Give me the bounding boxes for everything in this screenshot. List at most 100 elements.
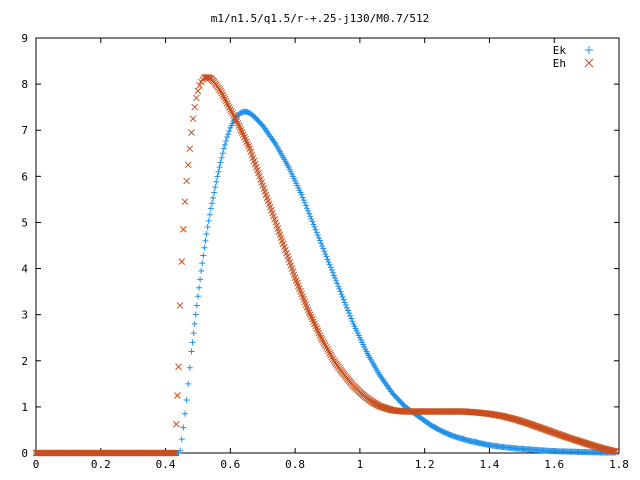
data-point <box>329 355 337 363</box>
data-point <box>228 108 235 115</box>
data-point <box>306 210 313 217</box>
data-point <box>540 425 547 433</box>
data-point <box>192 94 200 102</box>
data-point <box>544 427 552 434</box>
x-tick-label: 1.6 <box>544 458 564 471</box>
data-point <box>324 256 331 263</box>
data-point <box>323 343 330 351</box>
data-point <box>170 449 178 457</box>
data-point <box>222 97 230 105</box>
data-point <box>221 141 228 148</box>
data-point <box>171 449 179 457</box>
data-point <box>547 428 555 435</box>
data-point <box>526 420 533 428</box>
data-point <box>225 104 233 111</box>
data-point <box>181 410 188 417</box>
data-point <box>539 425 546 432</box>
data-point <box>221 95 229 103</box>
y-tick-label: 4 <box>21 263 28 276</box>
data-point <box>226 106 234 113</box>
data-point <box>329 269 336 276</box>
data-point <box>322 250 329 257</box>
data-point <box>314 232 321 239</box>
data-point <box>528 421 536 429</box>
y-tick-label: 0 <box>21 447 28 460</box>
data-point <box>186 364 193 371</box>
data-point <box>216 164 223 171</box>
x-tick-label: 0.4 <box>156 458 176 471</box>
data-point <box>310 221 317 228</box>
y-tick-label: 7 <box>21 124 28 137</box>
data-point <box>225 131 232 138</box>
legend-label-eh: Eh <box>553 57 566 70</box>
data-point <box>188 348 195 355</box>
y-tick-label: 1 <box>21 401 28 414</box>
data-point <box>223 137 230 144</box>
data-point <box>302 202 309 209</box>
axis-ticks: 0 0.2 0.4 0.6 0.8 1 1.2 1.4 1.6 1.8 0 1 2 3 4 5 6 7 8 9 <box>21 32 629 471</box>
data-point <box>230 111 237 119</box>
data-point <box>180 424 187 431</box>
data-point <box>546 427 553 435</box>
data-point <box>210 194 217 201</box>
x-tick-label: 1.4 <box>480 458 500 471</box>
x-tick-label: 1.2 <box>415 458 435 471</box>
data-point <box>317 334 325 342</box>
data-point <box>552 429 559 437</box>
chart-title: m1/n1.5/q1.5/r-+.25-j130/M0.7/512 <box>211 12 430 25</box>
data-point <box>560 432 567 440</box>
data-point <box>301 199 308 206</box>
data-point <box>556 431 564 439</box>
data-point <box>312 226 319 233</box>
data-point <box>208 200 215 207</box>
data-point <box>189 339 196 346</box>
data-point <box>543 426 551 434</box>
data-point <box>346 310 353 317</box>
data-point <box>549 428 557 436</box>
data-point <box>174 392 181 399</box>
data-point <box>198 267 205 274</box>
data-point <box>205 217 212 224</box>
data-point <box>204 224 211 231</box>
data-point <box>184 161 192 169</box>
data-point <box>214 173 221 180</box>
data-point <box>196 284 203 291</box>
data-point <box>529 421 537 429</box>
data-point <box>186 145 194 153</box>
data-point <box>325 259 332 266</box>
data-point <box>534 423 542 431</box>
data-point <box>330 272 337 279</box>
data-point <box>231 113 239 121</box>
data-point <box>307 213 314 220</box>
y-tick-label: 9 <box>21 32 28 45</box>
data-point <box>215 168 222 175</box>
legend-label-ek: Ek <box>553 44 567 57</box>
data-point <box>220 93 228 101</box>
data-point <box>190 330 197 337</box>
legend-marker-ek <box>585 46 593 54</box>
data-point <box>183 396 190 403</box>
x-tick-label: 1.8 <box>609 458 629 471</box>
data-point <box>178 258 186 265</box>
data-point <box>555 431 563 438</box>
data-point <box>550 429 558 437</box>
data-point <box>611 448 619 455</box>
data-point <box>553 430 560 437</box>
data-point <box>206 211 213 218</box>
data-point <box>229 109 236 117</box>
data-point <box>315 234 322 241</box>
data-point <box>201 244 208 251</box>
x-tick-label: 0.6 <box>220 458 240 471</box>
data-point <box>320 340 328 347</box>
data-point <box>188 129 195 136</box>
data-point <box>180 226 187 233</box>
data-point <box>318 336 326 343</box>
x-tick-label: 0.8 <box>285 458 305 471</box>
data-point <box>533 423 540 430</box>
data-point <box>319 338 327 345</box>
data-point <box>610 447 617 455</box>
data-point <box>535 423 543 431</box>
data-point <box>337 288 344 295</box>
data-point <box>217 87 224 95</box>
y-tick-label: 6 <box>21 170 28 183</box>
